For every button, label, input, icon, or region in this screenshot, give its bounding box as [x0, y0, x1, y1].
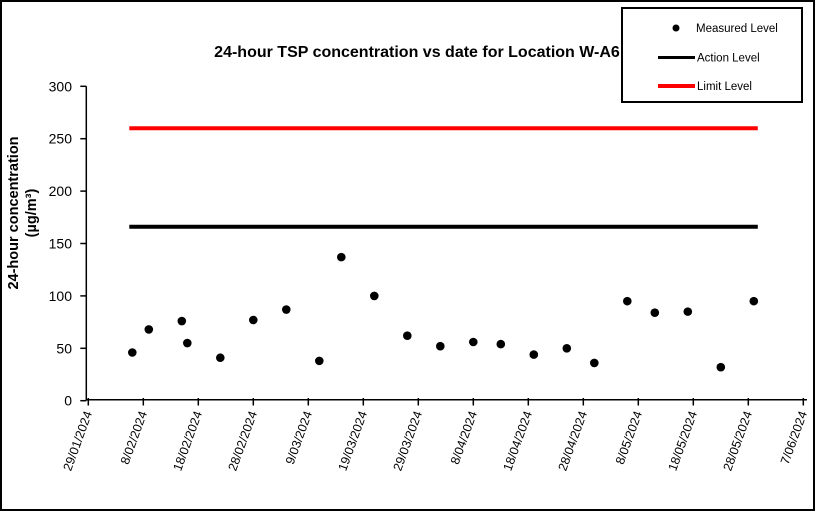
x-tick-label: 28/04/2024	[556, 409, 591, 473]
measured-level-point	[623, 296, 632, 306]
y-tick-label: 150	[49, 236, 73, 252]
y-axis-unit-label: (µg/m³)	[24, 189, 40, 238]
y-tick-label: 100	[49, 288, 73, 304]
chart-title: 24-hour TSP concentration vs date for Lo…	[214, 44, 620, 61]
x-tick-label: 28/02/2024	[226, 409, 261, 473]
x-tick-label: 8/04/2024	[448, 409, 480, 466]
measured-level-point	[403, 331, 412, 341]
measured-level-point	[650, 308, 660, 317]
measured-level-point	[144, 325, 154, 334]
plot-area: 0 50 100 150 200 250 300 29/01/2024 8/02/2024 18/…	[49, 78, 810, 473]
x-tick-label: 18/04/2024	[501, 409, 536, 473]
measured-level-point	[183, 338, 192, 348]
y-tick-label: 300	[49, 78, 73, 94]
legend-measured-label: Measured Level	[696, 23, 778, 35]
measured-level-point	[249, 315, 258, 325]
x-tick-label: 18/05/2024	[666, 409, 701, 473]
measured-level-point	[562, 344, 572, 353]
x-tick-label: 28/05/2024	[721, 409, 756, 473]
measured-level-point	[315, 356, 324, 366]
measured-level-point	[529, 350, 539, 359]
legend-measured-marker-icon	[672, 24, 680, 32]
x-tick-label: 29/03/2024	[391, 409, 426, 473]
legend: Measured Level Action Level Limit Level	[621, 7, 803, 103]
measured-level-point	[496, 339, 506, 349]
legend-action-label: Action Level	[697, 53, 760, 65]
tsp-concentration-chart: 24-hour TSP concentration vs date for Lo…	[6, 7, 810, 473]
legend-box	[621, 7, 803, 103]
y-tick-label: 50	[56, 340, 72, 356]
measured-level-point	[590, 358, 599, 368]
y-tick-label: 0	[64, 393, 72, 409]
x-tick-label: 8/02/2024	[118, 409, 150, 466]
y-tick-label: 200	[49, 183, 73, 199]
measured-level-point	[128, 348, 137, 357]
x-tick-label: 29/01/2024	[61, 409, 96, 473]
x-tick-label: 7/06/2024	[778, 409, 810, 466]
measured-level-point	[216, 353, 225, 363]
measured-level-point	[749, 296, 759, 306]
x-tick-label: 9/03/2024	[283, 409, 315, 466]
measured-level-point	[469, 337, 478, 347]
x-tick-label: 18/02/2024	[171, 409, 206, 473]
measured-level-point	[683, 307, 693, 316]
x-tick-label: 19/03/2024	[336, 409, 371, 473]
measured-level-point	[337, 252, 346, 262]
measured-level-point	[282, 305, 291, 314]
x-tick-label: 8/05/2024	[613, 409, 645, 466]
legend-limit-label: Limit Level	[697, 81, 752, 93]
y-axis-label: 24-hour concentration	[6, 136, 22, 289]
measured-level-point	[370, 291, 379, 301]
measured-level-point	[716, 362, 726, 372]
measured-level-point	[436, 341, 445, 351]
y-tick-label: 250	[49, 131, 73, 147]
measured-level-point	[177, 316, 187, 326]
